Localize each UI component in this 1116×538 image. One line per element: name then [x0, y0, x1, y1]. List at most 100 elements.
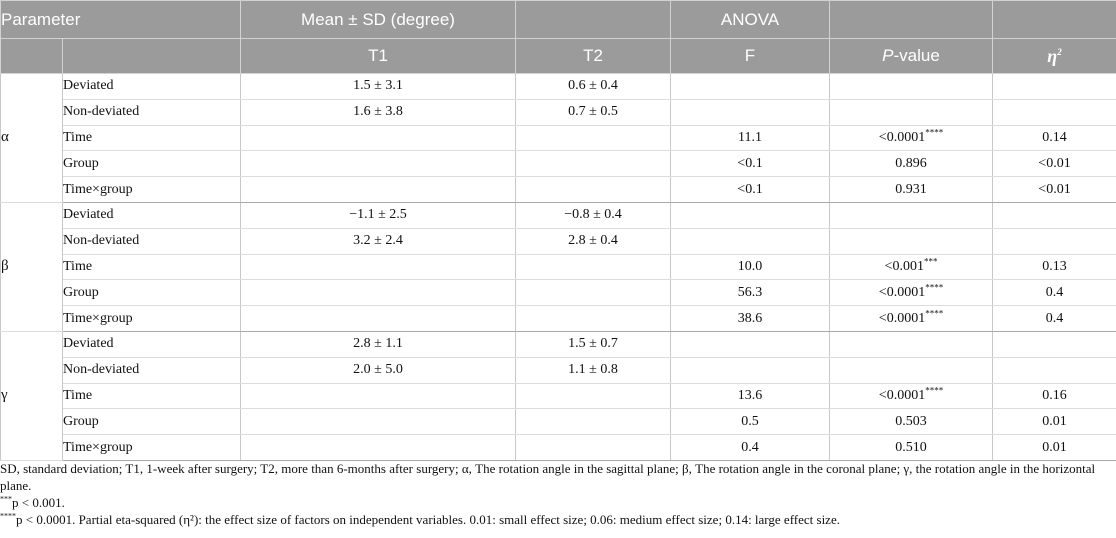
cell-f — [670, 73, 830, 100]
cell-p: 0.503 — [829, 408, 993, 436]
cell-t2: 1.1 ± 0.8 — [515, 357, 671, 384]
row-label: Group — [62, 150, 241, 178]
p-value: 0.896 — [895, 155, 927, 171]
table-row: Group 56.3 <0.0001**** 0.4 — [1, 279, 1116, 307]
cell-t1: 1.5 ± 3.1 — [240, 73, 516, 100]
cell-f: 0.5 — [670, 408, 830, 436]
cell-t1 — [240, 383, 516, 410]
cell-t1: 1.6 ± 3.8 — [240, 99, 516, 126]
cell-f — [670, 357, 830, 384]
footnote-p0001-mark: **** — [0, 511, 16, 521]
header-t2: T2 — [515, 38, 671, 74]
cell-eta — [992, 228, 1116, 255]
cell-f: 13.6 — [670, 383, 830, 410]
cell-t2 — [515, 150, 671, 178]
cell-t2 — [515, 434, 671, 461]
header-anova: ANOVA — [670, 0, 830, 39]
row-label: Time — [62, 254, 241, 281]
cell-eta: 0.14 — [992, 125, 1116, 152]
header-eta: η2 — [992, 38, 1116, 74]
table-row: Time×group 0.4 0.510 0.01 — [1, 434, 1116, 461]
cell-t2 — [515, 408, 671, 436]
row-label: Time×group — [62, 176, 241, 203]
p-value: 0.931 — [895, 181, 927, 197]
cell-f — [670, 202, 830, 229]
row-label: Non-deviated — [62, 357, 241, 384]
row-label: Time×group — [62, 305, 241, 332]
row-label: Non-deviated — [62, 228, 241, 255]
table-row: Time×group <0.1 0.931 <0.01 — [1, 176, 1116, 203]
cell-eta: <0.01 — [992, 150, 1116, 178]
results-table: Parameter Mean ± SD (degree) ANOVA T1 T2… — [0, 0, 1116, 461]
header-blank-t2 — [515, 0, 671, 39]
header-mean-sd: Mean ± SD (degree) — [240, 0, 516, 39]
header-p-value: P-value — [829, 38, 993, 74]
header-parameter: Parameter — [0, 0, 241, 39]
cell-t2: 1.5 ± 0.7 — [515, 331, 671, 358]
header-eta-sup: 2 — [1057, 46, 1062, 57]
cell-f: 10.0 — [670, 254, 830, 281]
p-value: <0.0001 — [878, 387, 926, 403]
cell-t1: 3.2 ± 2.4 — [240, 228, 516, 255]
footnote-p001-mark: *** — [0, 494, 12, 504]
p-significance: **** — [925, 282, 944, 293]
cell-eta: <0.01 — [992, 176, 1116, 203]
cell-p: <0.0001**** — [829, 125, 993, 152]
cell-t1 — [240, 434, 516, 461]
header-blank-param — [0, 38, 63, 74]
cell-t2 — [515, 383, 671, 410]
cell-eta — [992, 357, 1116, 384]
p-value: 0.503 — [895, 413, 927, 429]
row-label: Time — [62, 125, 241, 152]
cell-t1 — [240, 305, 516, 332]
table-row: Time 13.6 <0.0001**** 0.16 — [1, 383, 1116, 410]
cell-t1: 2.0 ± 5.0 — [240, 357, 516, 384]
table-row: β Deviated −1.1 ± 2.5 −0.8 ± 0.4 — [0, 202, 1116, 332]
cell-eta: 0.01 — [992, 408, 1116, 436]
table-row: Non-deviated 2.0 ± 5.0 1.1 ± 0.8 — [1, 357, 1116, 384]
cell-p: <0.001*** — [829, 254, 993, 281]
cell-eta: 0.4 — [992, 305, 1116, 332]
cell-p — [829, 202, 993, 229]
cell-f: <0.1 — [670, 176, 830, 203]
cell-eta — [992, 202, 1116, 229]
p-value: <0.0001 — [878, 310, 926, 326]
row-label: Non-deviated — [62, 99, 241, 126]
cell-f: 56.3 — [670, 279, 830, 307]
cell-t2 — [515, 279, 671, 307]
cell-t2: 0.7 ± 0.5 — [515, 99, 671, 126]
param-gamma: γ — [0, 331, 63, 461]
param-beta: β — [0, 202, 63, 332]
footnote-p001: ***p < 0.001. — [0, 494, 1116, 511]
table-row: γ Deviated 2.8 ± 1.1 1.5 ± 0.7 — [0, 331, 1116, 461]
cell-t2 — [515, 305, 671, 332]
cell-eta: 0.01 — [992, 434, 1116, 461]
cell-eta: 0.4 — [992, 279, 1116, 307]
cell-t2 — [515, 176, 671, 203]
p-value: <0.001 — [884, 258, 924, 274]
table-footnotes: SD, standard deviation; T1, 1-week after… — [0, 460, 1116, 528]
header-blank-label — [62, 38, 241, 74]
cell-f: 11.1 — [670, 125, 830, 152]
cell-eta — [992, 99, 1116, 126]
cell-p: 0.931 — [829, 176, 993, 203]
param-alpha: α — [0, 73, 63, 203]
cell-eta — [992, 331, 1116, 358]
cell-t1: −1.1 ± 2.5 — [240, 202, 516, 229]
header-f: F — [670, 38, 830, 74]
row-label: Deviated — [62, 331, 241, 358]
table-row: Time 10.0 <0.001*** 0.13 — [1, 254, 1116, 281]
row-label: Group — [62, 279, 241, 307]
cell-f — [670, 228, 830, 255]
cell-f: <0.1 — [670, 150, 830, 178]
cell-f — [670, 99, 830, 126]
cell-p — [829, 331, 993, 358]
table-row: Non-deviated 3.2 ± 2.4 2.8 ± 0.4 — [1, 228, 1116, 255]
header-eta-symbol: η — [1047, 45, 1058, 66]
cell-p — [829, 73, 993, 100]
header-row-2: T1 T2 F P-value η2 — [0, 38, 1116, 74]
row-label: Group — [62, 408, 241, 436]
cell-p — [829, 357, 993, 384]
cell-p — [829, 99, 993, 126]
cell-eta: 0.13 — [992, 254, 1116, 281]
